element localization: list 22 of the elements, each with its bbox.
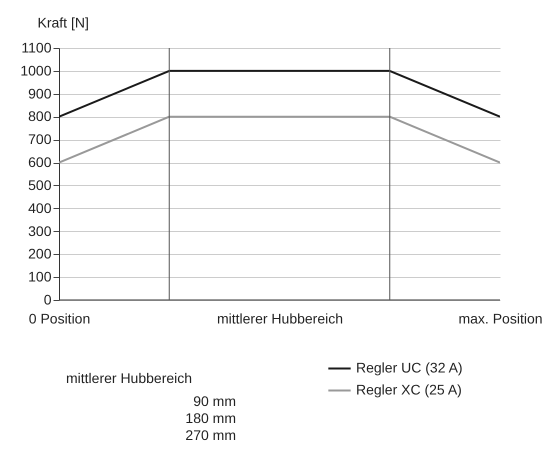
y-axis-title: Kraft [N] — [38, 14, 89, 30]
text: 180 mm — [184, 410, 236, 427]
y-tick-label: 200 — [28, 246, 52, 262]
y-tick-label: 700 — [28, 131, 52, 148]
text: 90 mm — [192, 393, 236, 410]
legend-label: Regler XC (25 A) — [356, 382, 462, 398]
y-tick-label: 600 — [28, 154, 52, 170]
text: mittlerer Hubbereich — [66, 370, 194, 387]
y-tick-label: 0 — [44, 292, 52, 308]
x-tick-label: mittlerer Hubbereich — [216, 310, 344, 326]
y-tick-label: 500 — [28, 176, 52, 193]
y-tick-label: 800 — [28, 108, 52, 124]
y-tick-label: 300 — [28, 222, 52, 239]
y-tick-label: 1000 — [20, 62, 52, 78]
x-tick-label: max. Position — [458, 310, 543, 326]
y-tick-label: 1100 — [21, 40, 52, 56]
y-tick-label: 900 — [28, 85, 52, 102]
y-tick-label: 100 — [28, 268, 52, 285]
text: 270 mm — [184, 427, 236, 444]
legend-label: Regler UC (32 A) — [356, 360, 463, 376]
y-tick-label: 400 — [28, 200, 52, 216]
x-tick-label: 0 Position — [28, 310, 90, 326]
